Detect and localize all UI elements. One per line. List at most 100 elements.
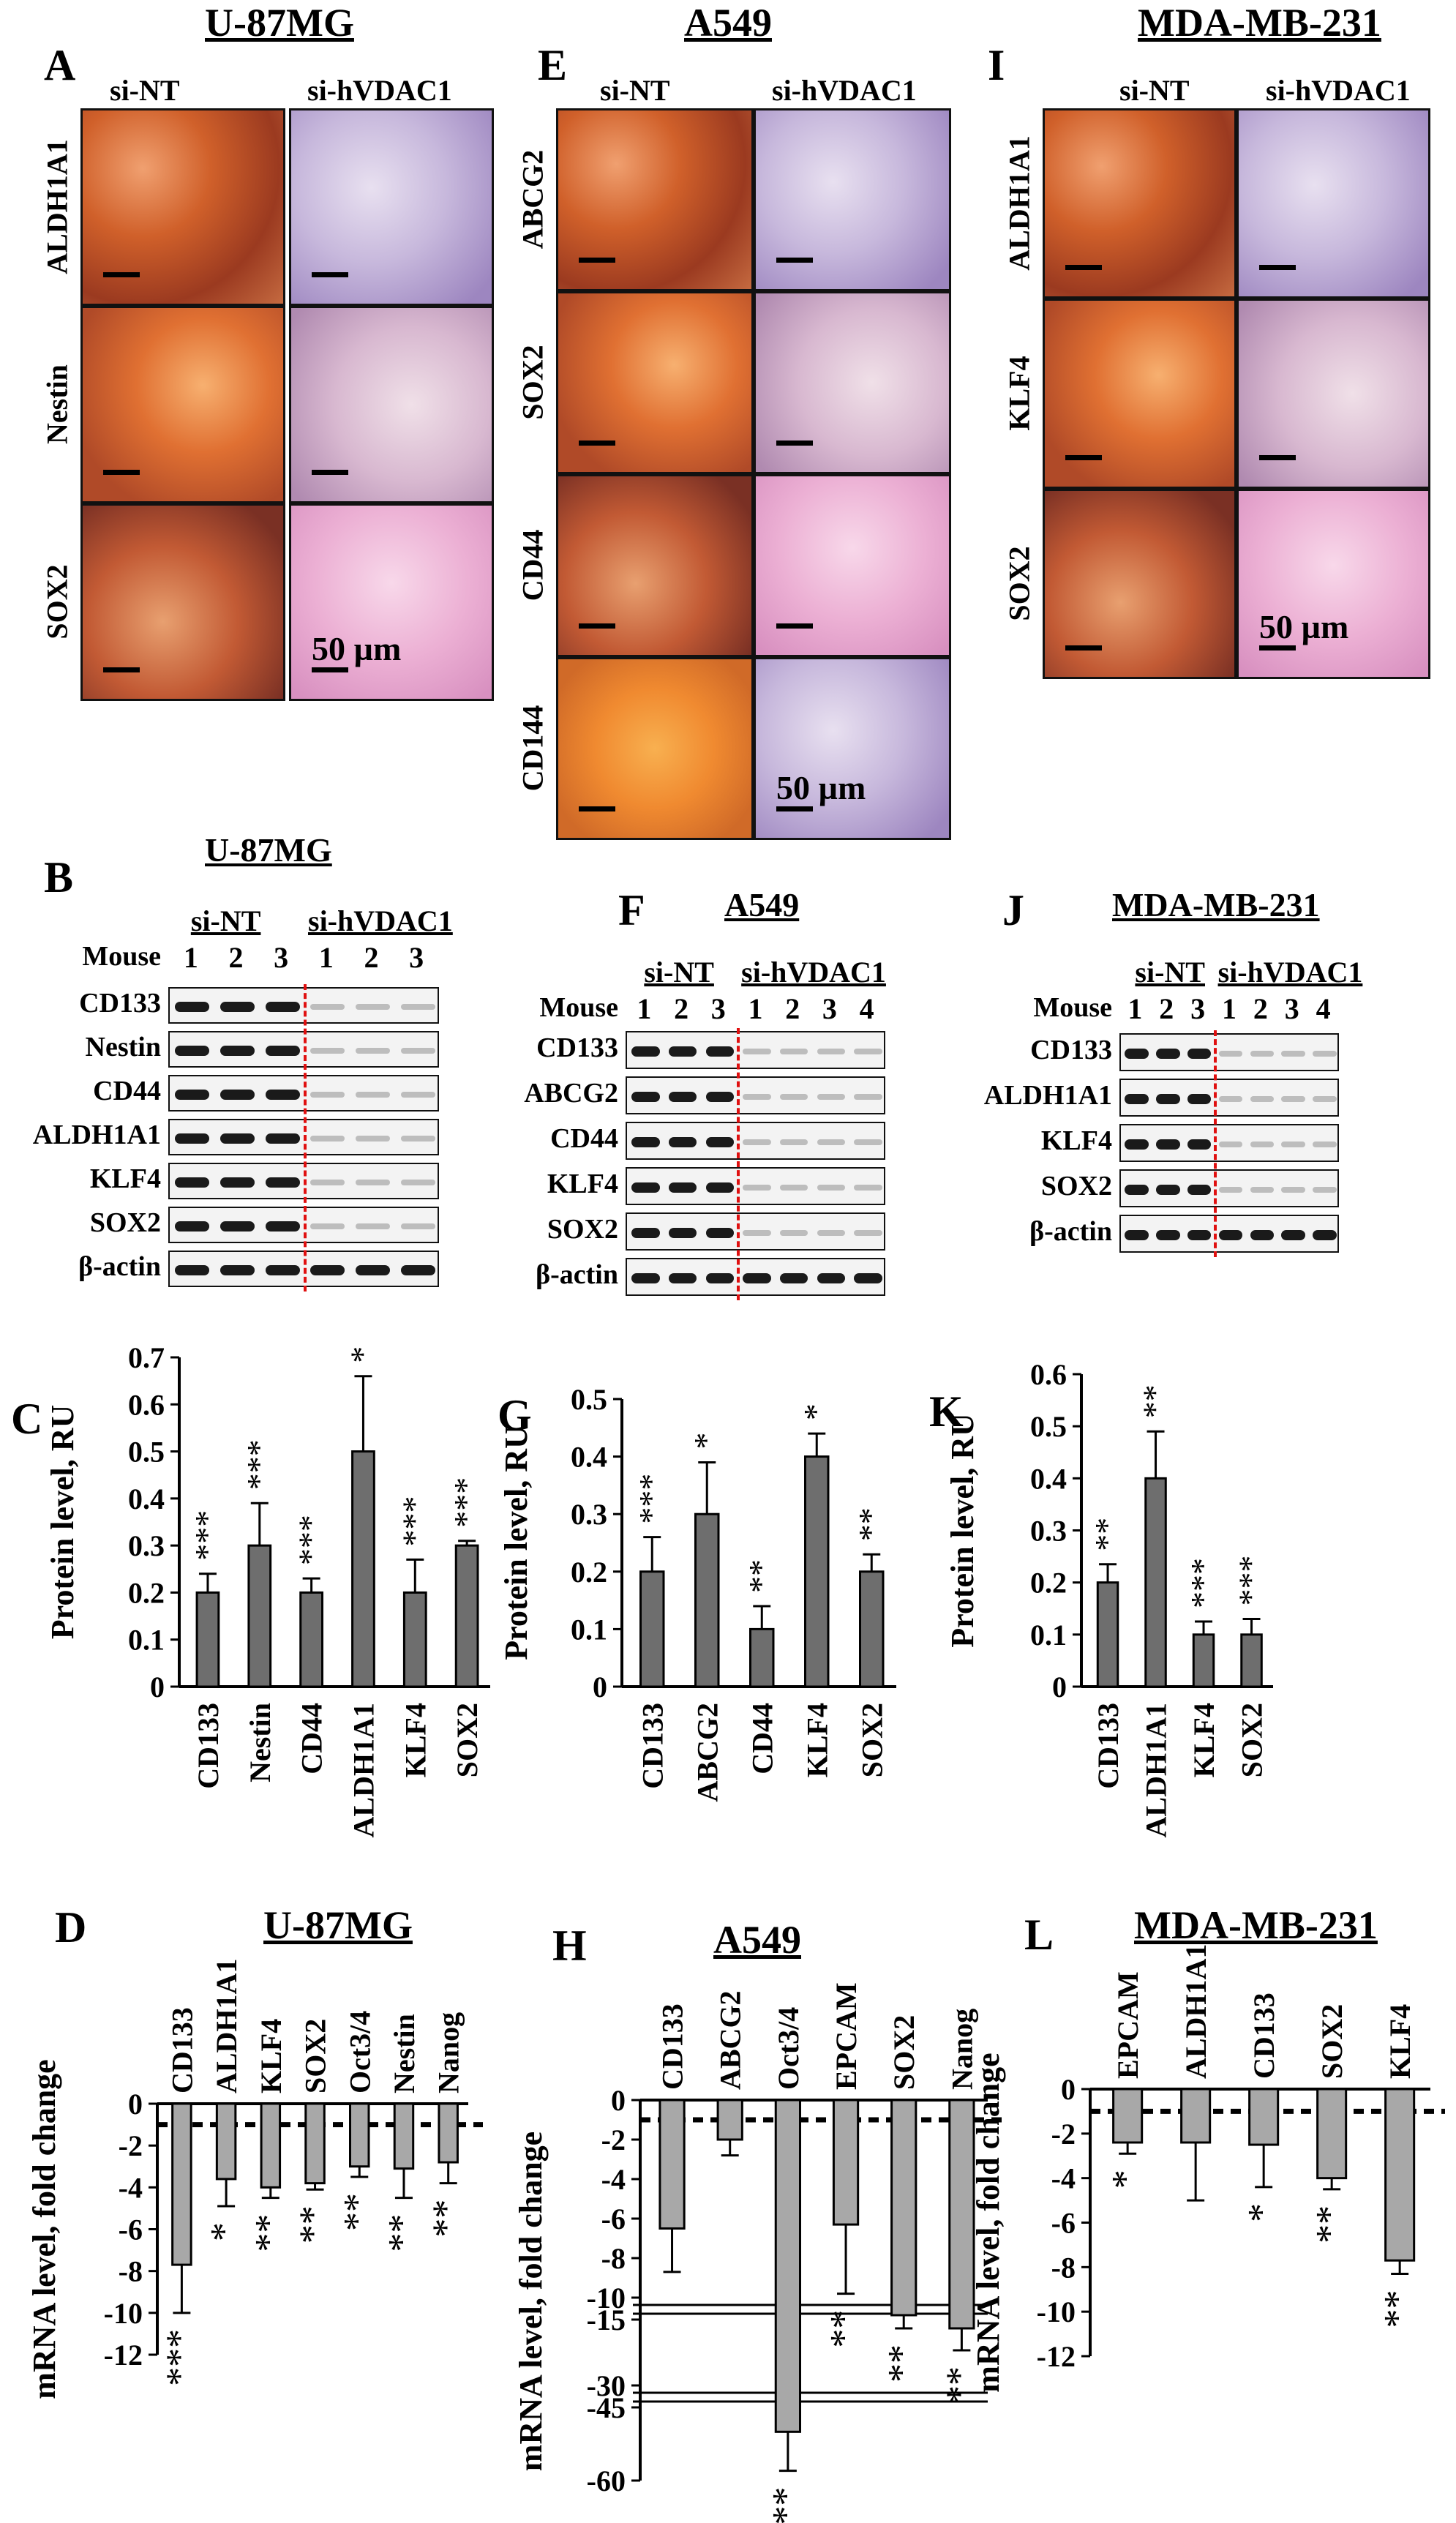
bar-oct3-4 (774, 2099, 801, 2433)
category-label: Nanog (432, 2012, 465, 2093)
blot-band (1218, 1230, 1243, 1240)
bar-klf4 (260, 2102, 282, 2189)
bar-sox2 (859, 1570, 885, 1688)
blot-band (265, 1002, 300, 1012)
significance-marker: * (1241, 2203, 1283, 2222)
bar-nanog (948, 2099, 975, 2330)
lane-number: 3 (822, 992, 837, 1025)
category-label: SOX2 (1236, 1703, 1269, 1777)
mouse-label: Mouse (1033, 992, 1112, 1023)
blot-band (817, 1094, 846, 1100)
blot-band (705, 1092, 735, 1102)
blot-band (356, 1092, 390, 1098)
row-label-aldh1a1: ALDH1A1 (40, 139, 74, 274)
y-tick-label: 0.7 (128, 1341, 165, 1374)
panel-letter-l: L (1024, 1911, 1054, 1959)
blot-label-abcg2: ABCG2 (524, 1078, 618, 1109)
lane-number: 2 (785, 992, 800, 1025)
ihc-image-si-hvdac1 (289, 306, 494, 503)
ihc-image-si-nt (556, 657, 754, 840)
scale-bar (1259, 455, 1296, 460)
y-tick-label: -10 (587, 2282, 626, 2314)
col-header-si-hvdac1: si-hVDAC1 (1266, 74, 1411, 107)
group-separator (1213, 1030, 1217, 1257)
blot-band (1281, 1187, 1305, 1193)
lane-number: 1 (1127, 992, 1143, 1025)
scale-bar (1065, 455, 1102, 460)
ihc-image-si-nt (556, 108, 754, 291)
col-header-si-hvdac1: si-hVDAC1 (772, 74, 917, 107)
blot-band (743, 1094, 771, 1100)
ihc-image-si-nt (556, 291, 754, 474)
scale-bar (1065, 265, 1102, 270)
blot-band (631, 1182, 660, 1193)
bar-nestin (247, 1544, 272, 1688)
y-tick-label: 0.2 (1030, 1567, 1067, 1600)
y-tick-label: -8 (1051, 2251, 1076, 2284)
panel-d-title: U-87MG (263, 1903, 413, 1947)
mouse-label: Mouse (539, 992, 618, 1023)
blot-band (1250, 1051, 1275, 1057)
significance-marker: *** (395, 1496, 432, 1546)
y-tick-label: -10 (104, 2297, 143, 2330)
panel-letter-b: B (44, 853, 74, 901)
blot-band (1281, 1096, 1305, 1102)
y-tick-label: -8 (601, 2242, 626, 2275)
blot-band (220, 1002, 255, 1012)
category-label: KLF4 (1384, 2004, 1416, 2079)
panel-l-title: MDA-MB-231 (1134, 1903, 1378, 1947)
y-tick-label: 0.4 (571, 1441, 607, 1474)
y-tick-label: -12 (104, 2339, 143, 2372)
scale-bar (103, 667, 140, 672)
bar-cd133 (195, 1591, 220, 1688)
blot-band (356, 1223, 390, 1229)
blot-strip-actin (626, 1258, 885, 1296)
col-header-si-nt: si-NT (1119, 74, 1190, 107)
bar-klf4 (1192, 1633, 1215, 1688)
blot-band (1313, 1141, 1337, 1147)
blot-band (1218, 1096, 1243, 1102)
category-label: ABCG2 (714, 1990, 747, 2090)
y-tick-label: -4 (601, 2163, 626, 2196)
bar-nestin (393, 2102, 415, 2170)
y-axis-label: mRNA level, fold change (970, 2052, 1006, 2392)
bar-nanog (438, 2102, 459, 2164)
category-label: EPCAM (1111, 1971, 1144, 2079)
group-label-si-hvdac1: si-hVDAC1 (741, 956, 886, 989)
scale-bar (776, 258, 813, 263)
y-tick-label: 0.6 (128, 1388, 165, 1421)
panel-letter-k: K (929, 1387, 964, 1436)
lane-number: 3 (710, 992, 726, 1025)
chart-h: 0 -2 -4 -6 -8 -10-15 -30-45 -60 mRNA level, fold… (513, 1982, 1002, 2523)
blot-band (668, 1046, 697, 1057)
blot-label-klf4: KLF4 (89, 1163, 161, 1194)
significance-marker: *** (292, 1515, 329, 1565)
blot-band (1250, 1187, 1275, 1193)
blot-strip-klf4 (1119, 1124, 1339, 1162)
y-tick-label: 0.4 (1030, 1462, 1067, 1495)
ihc-image-si-nt (80, 108, 285, 306)
lane-number: 2 (674, 992, 689, 1025)
row-label-abcg2: ABCG2 (516, 149, 549, 250)
y-tick-label: 0.2 (571, 1556, 607, 1589)
ihc-image-si-nt (80, 306, 285, 503)
significance-marker: ** (1088, 1518, 1125, 1551)
y-tick-label: 0 (150, 1671, 165, 1703)
blot-band (1218, 1187, 1243, 1193)
ihc-image-si-hvdac1 (754, 108, 951, 291)
bar-sox2 (454, 1544, 479, 1688)
blot-band (1187, 1230, 1212, 1240)
blot-band (356, 1048, 390, 1054)
scale-bar-label: 50 µm (776, 769, 866, 806)
blot-band (400, 1092, 435, 1098)
blot-band (310, 1092, 345, 1098)
blot-label-cd44: CD44 (550, 1123, 618, 1154)
category-label: CD133 (1092, 1703, 1125, 1789)
lane-number: 1 (318, 941, 334, 974)
significance-marker: ** (293, 2205, 334, 2243)
category-label: KLF4 (800, 1703, 833, 1777)
bar-sox2 (1316, 2088, 1348, 2180)
bar-klf4 (804, 1455, 830, 1688)
